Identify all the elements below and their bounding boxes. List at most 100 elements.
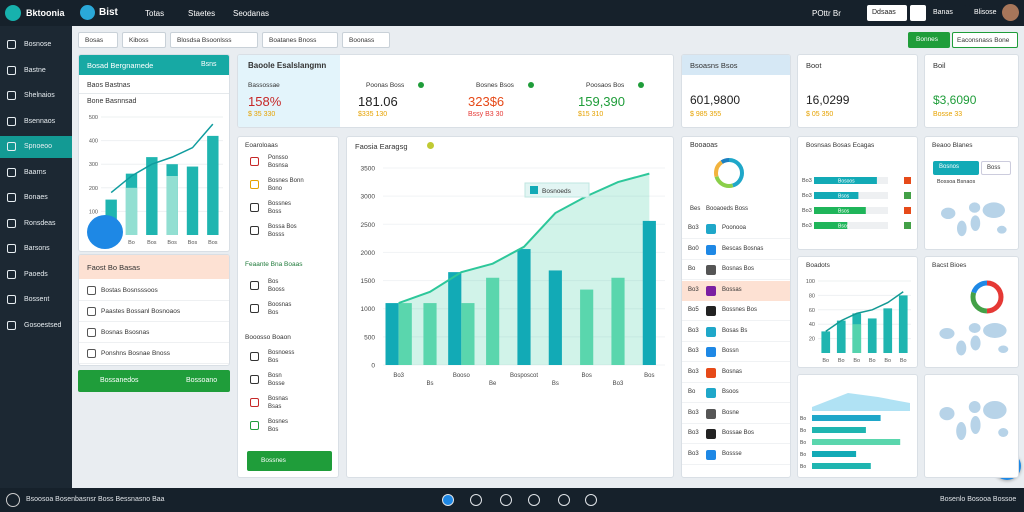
- item-name[interactable]: Bosnoess: [268, 350, 295, 356]
- list-row[interactable]: Bo0 Bescas Bosnas: [682, 240, 790, 260]
- sidebar-item[interactable]: Baarns: [0, 162, 72, 184]
- row-name[interactable]: Bossae Bos: [722, 430, 755, 436]
- action-label[interactable]: Eaconsnass Bone: [957, 37, 1010, 44]
- button-label[interactable]: Bossnes: [261, 457, 286, 464]
- filter-label[interactable]: Blosdsa Bsoonlsss: [177, 37, 232, 44]
- sidebar-item[interactable]: Bosnose: [0, 34, 72, 56]
- row-name[interactable]: Bossn: [722, 348, 739, 354]
- app-logo[interactable]: [80, 5, 95, 20]
- tab-label[interactable]: Boss: [987, 165, 1001, 171]
- list-row[interactable]: Bo3 Bosne: [682, 404, 790, 424]
- list-row[interactable]: Bo3 Bossn: [682, 342, 790, 362]
- app-name[interactable]: Bist: [99, 7, 118, 18]
- primary-button[interactable]: Bossnes: [247, 451, 332, 471]
- row-name[interactable]: Poonooa: [722, 225, 747, 231]
- item-name[interactable]: Bosnes Bonn: [268, 178, 304, 184]
- item-label[interactable]: Bostas Bosnsssoos: [101, 287, 158, 294]
- button-label[interactable]: Bossoano: [186, 377, 218, 384]
- sidebar-label[interactable]: Baarns: [24, 168, 47, 176]
- sidebar-item[interactable]: Ronsdeas: [0, 213, 72, 235]
- list-row[interactable]: Bo3 Bosas Bs: [682, 322, 790, 342]
- row-name[interactable]: Bossse: [722, 450, 742, 457]
- row-name[interactable]: Bossnes Bos: [722, 307, 758, 313]
- row-name[interactable]: Bescas Bosnas: [722, 245, 764, 252]
- nav-item[interactable]: Seodanas: [233, 9, 270, 18]
- filter-label[interactable]: Boonass: [349, 37, 375, 44]
- button-label[interactable]: Banas: [933, 9, 953, 16]
- action-label[interactable]: Bonnes: [916, 36, 939, 43]
- item-name[interactable]: Boosnas: [268, 302, 292, 308]
- sidebar-label[interactable]: Bastne: [24, 66, 46, 74]
- item-name[interactable]: Bosnes: [268, 419, 289, 425]
- item-label[interactable]: Bosnas Bsosnas: [101, 329, 150, 336]
- action-button[interactable]: Eaconsnass Bone: [952, 32, 1018, 48]
- list-item[interactable]: Paastes Bossanl Bosnoaos: [79, 302, 229, 322]
- filter-label[interactable]: Boatanes Bnoss: [269, 37, 317, 44]
- list-row[interactable]: Bo3 Bossse: [682, 445, 790, 465]
- sidebar-item[interactable]: Spnoeoo: [0, 136, 72, 158]
- button-label[interactable]: Bossanedos: [100, 377, 139, 384]
- primary-button[interactable]: Bossanedos Bossoano: [78, 370, 230, 392]
- item-label[interactable]: Paastes Bossanl Bosnoaos: [101, 308, 181, 315]
- sidebar-item[interactable]: Bastne: [0, 60, 72, 82]
- filter-chip[interactable]: Bosas: [78, 32, 118, 48]
- sidebar-label[interactable]: Bossent: [24, 296, 50, 303]
- list-row[interactable]: Bo3 Bosnas: [682, 363, 790, 383]
- header-button[interactable]: Ddsaas: [867, 5, 907, 21]
- assistant-icon[interactable]: [87, 215, 123, 249]
- sidebar-label[interactable]: Shelnaios: [24, 92, 55, 99]
- item-name[interactable]: Bosnas: [268, 396, 289, 402]
- action-button[interactable]: Bonnes: [908, 32, 950, 48]
- row-name[interactable]: Bossas: [722, 286, 742, 293]
- header-button[interactable]: Blisose: [969, 5, 999, 21]
- list-item[interactable]: Bostas Bosnsssoos: [79, 281, 229, 301]
- list-row[interactable]: Bo Bosnas Bos: [682, 260, 790, 280]
- tab-label[interactable]: Bosnos: [939, 164, 960, 170]
- list-item[interactable]: Ponshns Bosnae Bnoss: [79, 344, 229, 364]
- item-name[interactable]: Bossnes: [268, 201, 292, 207]
- list-row[interactable]: Bo5 Bossnes Bos: [682, 301, 790, 321]
- row-name[interactable]: Bosne: [722, 409, 740, 416]
- footer-icon[interactable]: [442, 494, 454, 506]
- list-row[interactable]: Bo3 Bossas: [682, 280, 790, 301]
- brand-logo[interactable]: [5, 5, 21, 21]
- nav-item[interactable]: Totas: [145, 9, 165, 18]
- icon-button[interactable]: [910, 5, 926, 21]
- button-label[interactable]: Blisose: [974, 9, 997, 16]
- filter-chip[interactable]: Boatanes Bnoss: [262, 32, 338, 48]
- footer-icon[interactable]: [528, 494, 540, 506]
- item-name[interactable]: Bosn: [268, 373, 282, 379]
- filter-chip[interactable]: Boonass: [342, 32, 390, 48]
- sidebar-label[interactable]: Barsons: [24, 245, 50, 252]
- item-name[interactable]: Bos: [268, 279, 279, 285]
- item-name[interactable]: Ponsso: [268, 155, 289, 161]
- avatar[interactable]: [1002, 4, 1019, 21]
- filter-label[interactable]: Bosas: [85, 37, 104, 44]
- row-name[interactable]: Bosas Bs: [722, 327, 748, 334]
- sidebar-label[interactable]: Bosnose: [24, 41, 52, 48]
- tab[interactable]: Bosnos: [933, 161, 979, 175]
- list-row[interactable]: Bo Bsoos: [682, 383, 790, 403]
- footer-icon[interactable]: [558, 494, 570, 506]
- footer-icon[interactable]: [500, 494, 512, 506]
- list-row[interactable]: Bo3 Bossae Bos: [682, 424, 790, 444]
- sidebar-label[interactable]: Ronsdeas: [24, 219, 56, 227]
- button-label[interactable]: Ddsaas: [872, 9, 896, 16]
- footer-icon[interactable]: [585, 494, 597, 506]
- tab[interactable]: Boss: [981, 161, 1011, 175]
- sidebar-label[interactable]: Paoeds: [24, 270, 48, 278]
- user-label[interactable]: POttr Br: [812, 9, 841, 18]
- sidebar-label[interactable]: Bonaes: [24, 194, 48, 201]
- brand-name[interactable]: Bktoonia: [26, 8, 65, 18]
- sidebar-item[interactable]: Shelnaios: [0, 85, 72, 107]
- filter-chip[interactable]: Blosdsa Bsoonlsss: [170, 32, 258, 48]
- sidebar-item[interactable]: Bonaes: [0, 187, 72, 209]
- list-item[interactable]: Bosnas Bsosnas: [79, 323, 229, 343]
- sidebar-item[interactable]: Paoeds: [0, 264, 72, 286]
- sidebar-item[interactable]: Bsennaos: [0, 111, 72, 133]
- list-row[interactable]: Bo3 Poonooa: [682, 219, 790, 239]
- footer-icon[interactable]: [470, 494, 482, 506]
- filter-chip[interactable]: Kiboss: [122, 32, 166, 48]
- sidebar-label[interactable]: Gosoestsed: [24, 321, 62, 329]
- filter-label[interactable]: Kiboss: [129, 37, 149, 44]
